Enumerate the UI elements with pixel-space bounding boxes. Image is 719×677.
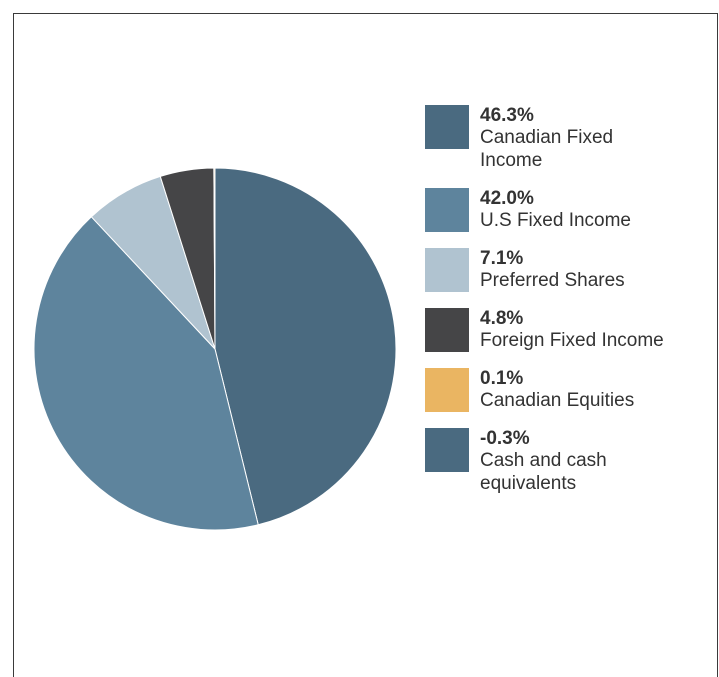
legend-item: 0.1% Canadian Equities	[425, 368, 705, 412]
legend-label: U.S Fixed Income	[480, 210, 631, 231]
legend-swatch	[425, 188, 469, 232]
legend-percent: 0.1%	[480, 368, 524, 389]
legend-swatch	[425, 248, 469, 292]
pie-slice	[33, 216, 259, 531]
legend-label: Canadian Equities	[480, 390, 635, 411]
legend-label: Foreign Fixed Income	[480, 330, 664, 351]
legend-swatch	[425, 105, 469, 149]
legend-percent: 42.0%	[480, 188, 534, 209]
legend-percent: 7.1%	[480, 248, 524, 269]
legend-percent: -0.3%	[480, 428, 530, 449]
legend-swatch	[425, 368, 469, 412]
pie-slice	[213, 167, 216, 350]
chart-frame	[13, 13, 718, 677]
legend-swatch	[425, 308, 469, 352]
legend-percent: 46.3%	[480, 105, 534, 126]
legend: 46.3% Canadian Fixed Income 42.0% U.S Fi…	[425, 105, 705, 511]
legend-item: -0.3% Cash and cash equivalents	[425, 428, 705, 495]
legend-swatch	[425, 428, 469, 472]
legend-item: 4.8% Foreign Fixed Income	[425, 308, 705, 352]
pie-slice	[214, 167, 397, 526]
legend-label: Preferred Shares	[480, 270, 625, 291]
legend-percent: 4.8%	[480, 308, 524, 329]
legend-item: 7.1% Preferred Shares	[425, 248, 705, 292]
legend-label: Canadian Fixed Income	[480, 127, 614, 171]
legend-label: Cash and cash equivalents	[480, 450, 607, 494]
legend-item: 42.0% U.S Fixed Income	[425, 188, 705, 232]
legend-item: 46.3% Canadian Fixed Income	[425, 105, 705, 172]
